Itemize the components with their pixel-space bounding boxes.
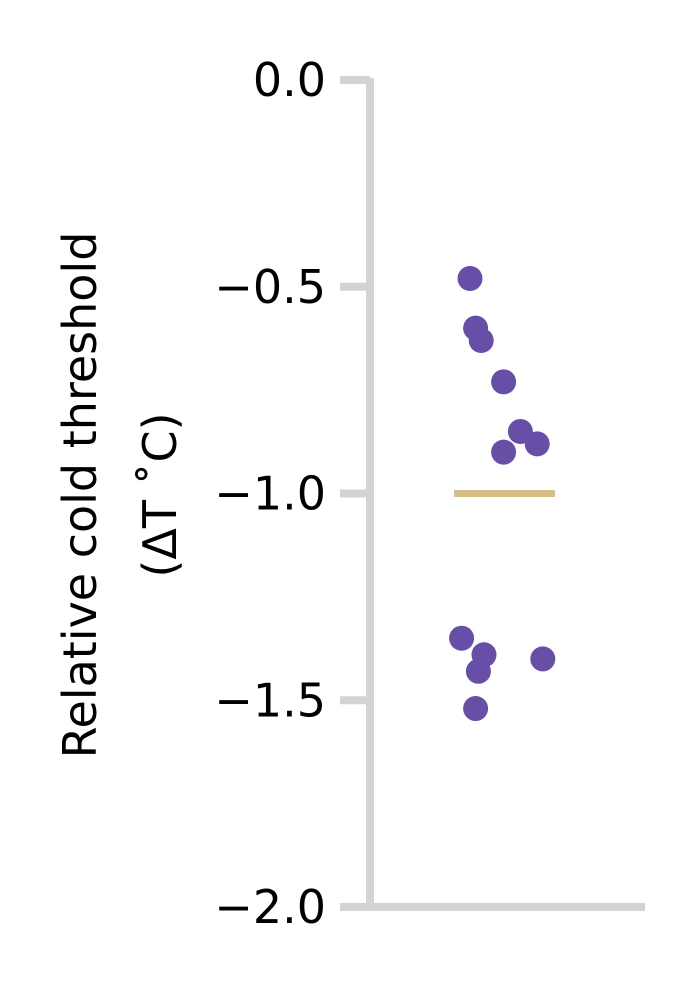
y-tick-label: −2.0 <box>214 880 326 934</box>
y-axis-title-line1: Relative cold threshold <box>53 232 107 759</box>
data-point <box>491 439 517 465</box>
y-tick-labels: 0.0 −0.5 −1.0 −1.5 −2.0 <box>214 53 326 934</box>
data-point <box>530 646 556 672</box>
data-point <box>468 328 494 354</box>
y-axis-title-line2: (ΔT ˚C) <box>133 412 187 577</box>
y-tick-label: 0.0 <box>253 53 326 107</box>
y-tick-label: −1.5 <box>214 673 326 727</box>
data-point <box>524 431 550 457</box>
data-points <box>449 265 556 722</box>
y-tick-label: −1.0 <box>214 467 326 521</box>
data-point <box>457 265 483 291</box>
y-tick-label: −0.5 <box>214 260 326 314</box>
axes <box>340 76 645 911</box>
data-point <box>449 625 475 651</box>
data-point <box>491 369 517 395</box>
data-point <box>463 696 489 722</box>
data-point <box>465 658 491 684</box>
